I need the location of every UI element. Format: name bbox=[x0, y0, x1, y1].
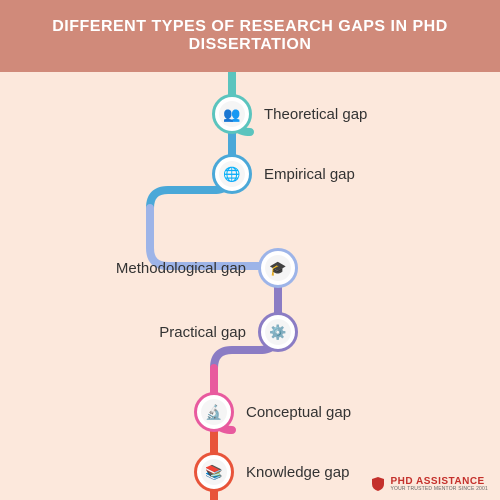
gap-node-5: 📚 Knowledge gap bbox=[194, 452, 349, 492]
node-label: Conceptual gap bbox=[246, 404, 351, 421]
node-icon: 🔬 bbox=[201, 399, 227, 425]
node-icon: 📚 bbox=[201, 459, 227, 485]
node-label: Theoretical gap bbox=[264, 106, 367, 123]
diagram-area: 👥 Theoretical gap 🌐 Empirical gap 🎓 Methodolo… bbox=[0, 72, 500, 500]
node-icon-circle: 🎓 bbox=[258, 248, 298, 288]
gap-node-0: 👥 Theoretical gap bbox=[212, 94, 367, 134]
node-icon-circle: ⚙️ bbox=[258, 312, 298, 352]
node-icon-circle: 🔬 bbox=[194, 392, 234, 432]
node-icon: 🌐 bbox=[219, 161, 245, 187]
shield-icon bbox=[370, 476, 386, 492]
gap-node-4: 🔬 Conceptual gap bbox=[194, 392, 351, 432]
node-icon-circle: 🌐 bbox=[212, 154, 252, 194]
node-label: Methodological gap bbox=[116, 260, 246, 277]
logo-text: PHD ASSISTANCE YOUR TRUSTED MENTOR SINCE… bbox=[390, 477, 488, 492]
node-icon: 🎓 bbox=[265, 255, 291, 281]
node-icon-circle: 📚 bbox=[194, 452, 234, 492]
gap-node-1: 🌐 Empirical gap bbox=[212, 154, 355, 194]
page-title: DIFFERENT TYPES OF RESEARCH GAPS IN PHD … bbox=[0, 0, 500, 72]
brand-logo: PHD ASSISTANCE YOUR TRUSTED MENTOR SINCE… bbox=[370, 476, 488, 492]
gap-node-2: 🎓 Methodological gap bbox=[116, 248, 298, 288]
gap-node-3: ⚙️ Practical gap bbox=[159, 312, 298, 352]
node-icon: ⚙️ bbox=[265, 319, 291, 345]
node-label: Empirical gap bbox=[264, 166, 355, 183]
logo-main-text: PHD ASSISTANCE bbox=[390, 477, 488, 487]
node-icon: 👥 bbox=[219, 101, 245, 127]
logo-sub-text: YOUR TRUSTED MENTOR SINCE 2001 bbox=[390, 487, 488, 492]
node-icon-circle: 👥 bbox=[212, 94, 252, 134]
node-label: Practical gap bbox=[159, 324, 246, 341]
node-label: Knowledge gap bbox=[246, 464, 349, 481]
title-text: DIFFERENT TYPES OF RESEARCH GAPS IN PHD … bbox=[52, 18, 448, 53]
